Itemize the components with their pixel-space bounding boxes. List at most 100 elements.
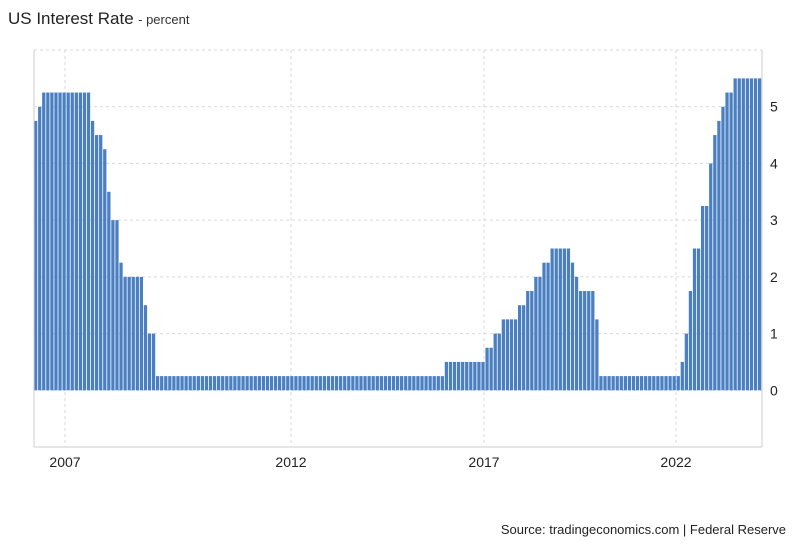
rate-bar	[225, 376, 229, 391]
rate-bar	[363, 376, 367, 391]
chart-subtitle: - percent	[138, 12, 190, 27]
rate-bar	[326, 376, 331, 391]
rate-bar	[554, 248, 558, 391]
rate-bar	[493, 333, 497, 391]
rate-bar	[74, 92, 78, 391]
rate-bar	[241, 376, 245, 391]
rate-bar	[180, 376, 184, 391]
rate-bar	[672, 376, 676, 391]
rate-bar	[428, 376, 432, 391]
rate-bar	[237, 376, 241, 391]
rate-bar	[314, 376, 318, 391]
rate-bar	[54, 92, 58, 391]
rate-bar	[469, 361, 473, 391]
rate-bar	[721, 106, 725, 391]
rate-bar	[387, 376, 392, 391]
rate-bar	[631, 376, 636, 391]
rate-bar	[160, 376, 164, 391]
rate-bar	[566, 248, 571, 391]
rate-bar	[383, 376, 388, 391]
rate-bar	[485, 347, 489, 391]
rate-bar	[713, 135, 717, 391]
rate-bar	[322, 376, 327, 391]
rate-bar	[310, 376, 314, 391]
rate-bar	[99, 135, 103, 391]
rate-bar	[583, 291, 587, 391]
rate-bar	[351, 376, 355, 391]
rate-bar	[131, 276, 135, 391]
rate-bar	[615, 376, 619, 391]
rate-bar	[680, 361, 684, 391]
rate-bar	[229, 376, 233, 391]
rate-bar	[408, 376, 412, 391]
rate-bar	[664, 376, 668, 391]
rate-bar	[753, 78, 758, 391]
rate-bar	[172, 376, 176, 391]
rate-bar	[269, 376, 274, 391]
rate-bar	[156, 376, 160, 391]
rate-bar	[82, 92, 87, 391]
rate-bar	[143, 305, 148, 391]
rate-bar	[298, 376, 302, 391]
rate-bar	[432, 376, 436, 391]
rate-bar	[367, 376, 371, 391]
rate-bar	[147, 333, 152, 391]
rate-bar	[627, 376, 632, 391]
rate-bar	[400, 376, 404, 391]
rate-bar	[436, 376, 440, 391]
rate-bar	[334, 376, 339, 391]
rate-bar	[424, 376, 428, 391]
rate-bar	[729, 92, 733, 391]
rate-bar	[347, 376, 351, 391]
rate-bar	[509, 319, 514, 391]
rate-bar	[623, 376, 627, 391]
rate-bar	[208, 376, 213, 391]
rate-bar	[204, 376, 209, 391]
rate-bar	[452, 361, 457, 391]
rate-bar	[733, 78, 737, 391]
rate-bar	[587, 291, 591, 391]
rate-bar	[343, 376, 347, 391]
rate-bar	[253, 376, 257, 391]
rate-bar	[78, 92, 83, 391]
rate-bar	[481, 361, 485, 391]
chart-title: US Interest Rate	[8, 9, 134, 28]
rate-bar	[611, 376, 615, 391]
rate-bar	[302, 376, 306, 391]
rate-bar	[95, 135, 99, 391]
rate-bar	[90, 120, 95, 391]
rate-bar	[115, 220, 119, 391]
rate-bar	[46, 92, 50, 391]
rate-bar	[717, 120, 721, 391]
rate-bar	[513, 319, 518, 391]
rate-bar	[652, 376, 656, 391]
rate-bar	[233, 376, 237, 391]
rate-bar	[709, 163, 713, 391]
rate-bar	[66, 92, 70, 391]
rate-bar	[395, 376, 400, 391]
rate-bar	[257, 376, 261, 391]
x-tick-label: 2022	[660, 454, 691, 470]
rate-bar	[456, 361, 461, 391]
rate-bar	[444, 361, 449, 391]
rate-bar	[635, 376, 640, 391]
rate-bar	[306, 376, 310, 391]
rate-bar	[660, 376, 664, 391]
source-note: Source: tradingeconomics.com | Federal R…	[500, 522, 786, 537]
rate-bar	[273, 376, 278, 391]
rate-bar	[595, 319, 599, 391]
y-tick-label: 0	[770, 382, 778, 398]
y-tick-label: 3	[770, 212, 778, 228]
y-tick-label: 5	[770, 99, 778, 115]
rate-bar	[217, 376, 221, 391]
rate-bar	[684, 333, 688, 391]
rate-bar	[290, 376, 294, 391]
rate-bar	[668, 376, 672, 391]
axis-layer: 0 1 2 3 4 5 2007 2012 2017 2022	[33, 50, 778, 470]
y-tick-label: 2	[770, 269, 778, 285]
rate-bar	[542, 262, 546, 391]
rate-bar	[111, 220, 115, 391]
rate-bar	[461, 361, 465, 391]
rate-bar	[127, 276, 131, 391]
rate-bar	[648, 376, 652, 391]
